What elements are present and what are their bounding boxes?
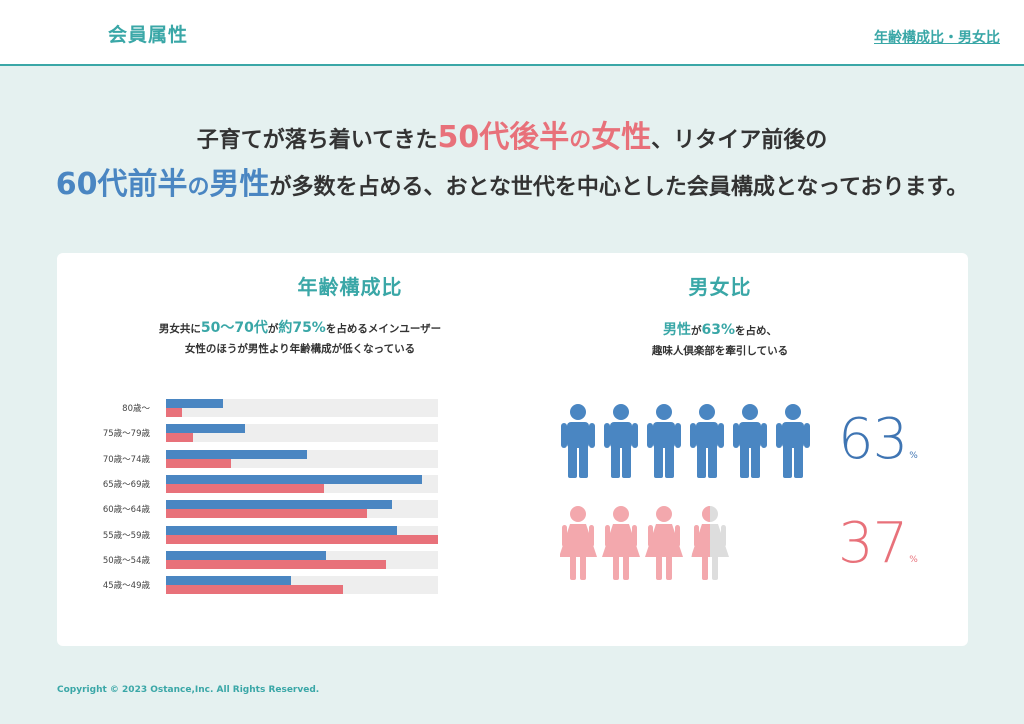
bar-category-label: 50歳〜54歳 — [102, 555, 150, 566]
bar-category-label: 80歳〜 — [122, 404, 150, 414]
male-percentage: 63% — [838, 407, 918, 472]
bar-male — [166, 424, 245, 434]
bar-female — [166, 509, 368, 519]
bar-male — [166, 474, 422, 484]
bar-female — [166, 585, 343, 595]
female-icon — [560, 506, 597, 580]
bar-row: 80歳〜 — [0, 399, 1024, 417]
female-percentage: 37% — [838, 511, 918, 576]
bar-category-label: 65歳〜69歳 — [102, 479, 150, 490]
female-icon — [602, 506, 640, 580]
male-icons — [561, 404, 810, 478]
bar-category-label: 55歳〜59歳 — [102, 530, 150, 541]
bar-row: 45歳〜49歳 — [0, 576, 1024, 595]
bar-male — [166, 550, 327, 560]
male-icon — [776, 404, 810, 478]
bar-track — [166, 399, 438, 417]
bar-female — [166, 534, 438, 544]
bar-category-label: 75歳〜79歳 — [102, 429, 150, 440]
gender-section-description: 男性が63%を占め、 趣味人倶楽部を牽引している — [651, 322, 789, 357]
bar-female — [166, 483, 324, 493]
bar-male — [166, 449, 308, 459]
male-icon — [733, 404, 767, 478]
female-icons — [560, 506, 729, 580]
bar-male — [166, 399, 224, 408]
bar-row: 75歳〜79歳 — [0, 424, 1024, 443]
section-link[interactable]: 年齢構成比・男女比 — [874, 30, 1000, 46]
bar-male — [166, 525, 398, 535]
male-icon — [561, 404, 595, 478]
headline-line-2: 60代前半の男性が多数を占める、おとな世代を中心とした会員構成となっております。 — [55, 167, 969, 202]
bar-category-label: 70歳〜74歳 — [102, 454, 150, 465]
bar-female — [166, 408, 183, 417]
bar-female — [166, 458, 232, 468]
headline-line-1: 子育てが落ち着いてきた50代後半の女性、リタイア前後の — [196, 120, 828, 155]
bar-row: 70歳〜74歳 — [0, 449, 1024, 468]
bar-row: 55歳〜59歳 — [0, 525, 1024, 544]
bar-row: 65歳〜69歳 — [0, 474, 1024, 493]
male-icon — [690, 404, 724, 478]
age-section-description: 男女共に50〜70代が約75%を占めるメインユーザー 女性のほうが男性より年齢構… — [158, 320, 442, 355]
bar-category-label: 45歳〜49歳 — [102, 581, 150, 592]
bar-male — [166, 576, 292, 586]
page-title: 会員属性 — [108, 24, 189, 46]
bar-row: 50歳〜54歳 — [0, 550, 1024, 569]
copyright: Copyright © 2023 Ostance,Inc. All Rights… — [57, 685, 320, 695]
bar-category-label: 60歳〜64歳 — [102, 505, 150, 516]
bar-female — [166, 433, 194, 443]
bar-male — [166, 500, 392, 510]
male-icon — [647, 404, 681, 478]
male-icon — [604, 404, 638, 478]
header-bar: 会員属性 年齢構成比・男女比 — [0, 0, 1024, 66]
age-section-title: 年齢構成比 — [297, 275, 403, 299]
gender-section-title: 男女比 — [688, 275, 752, 299]
bar-female — [166, 559, 387, 569]
female-icon — [645, 506, 683, 580]
bar-row: 60歳〜64歳 — [0, 500, 1024, 519]
